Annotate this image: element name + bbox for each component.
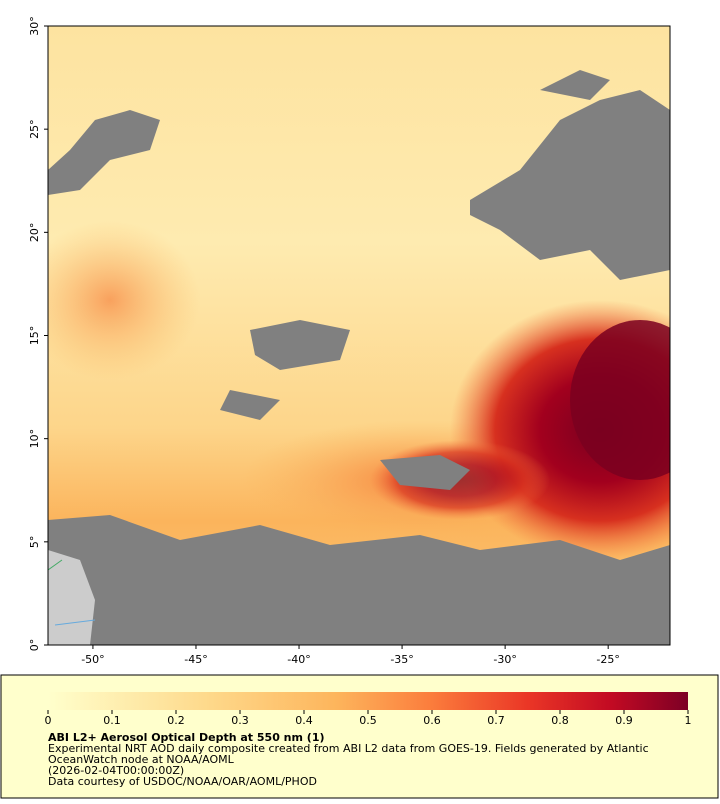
x-tick-label: -25° bbox=[596, 653, 619, 666]
x-tick-label: -45° bbox=[184, 653, 207, 666]
colorbar-tick-label: 0.6 bbox=[423, 714, 441, 727]
y-tick-label: 25° bbox=[28, 119, 41, 139]
caption: (2026-02-04T00:00:00Z) bbox=[48, 764, 184, 777]
caption: Experimental NRT AOD daily composite cre… bbox=[48, 742, 649, 755]
x-tick-label: -35° bbox=[390, 653, 413, 666]
colorbar-tick-label: 1 bbox=[685, 714, 692, 727]
y-tick-label: 10° bbox=[28, 429, 41, 449]
colorbar-tick-label: 0.4 bbox=[295, 714, 313, 727]
y-tick-label: 30° bbox=[28, 16, 41, 36]
colorbar-tick-label: 0.7 bbox=[487, 714, 505, 727]
colorbar-tick-label: 0.3 bbox=[231, 714, 249, 727]
map-image bbox=[48, 26, 670, 645]
y-tick-label: 20° bbox=[28, 223, 41, 243]
y-tick-label: 0° bbox=[28, 639, 41, 652]
caption: OceanWatch node at NOAA/AOML bbox=[48, 753, 235, 766]
x-tick-label: -50° bbox=[81, 653, 104, 666]
x-tick-label: -30° bbox=[493, 653, 516, 666]
colorbar-tick-label: 0.2 bbox=[167, 714, 185, 727]
colorbar-tick-label: 0.5 bbox=[359, 714, 377, 727]
title: ABI L2+ Aerosol Optical Depth at 550 nm … bbox=[48, 731, 325, 744]
y-tick-label: 5° bbox=[28, 536, 41, 549]
y-tick-label: 15° bbox=[28, 326, 41, 346]
x-tick-label: -40° bbox=[287, 653, 310, 666]
colorbar-tick-label: 0.9 bbox=[615, 714, 633, 727]
colorbar bbox=[48, 692, 688, 710]
colorbar-tick-label: 0.1 bbox=[103, 714, 121, 727]
colorbar-tick-label: 0.8 bbox=[551, 714, 569, 727]
caption: Data courtesy of USDOC/NOAA/OAR/AOML/PHO… bbox=[48, 775, 317, 788]
colorbar-tick-label: 0 bbox=[45, 714, 52, 727]
